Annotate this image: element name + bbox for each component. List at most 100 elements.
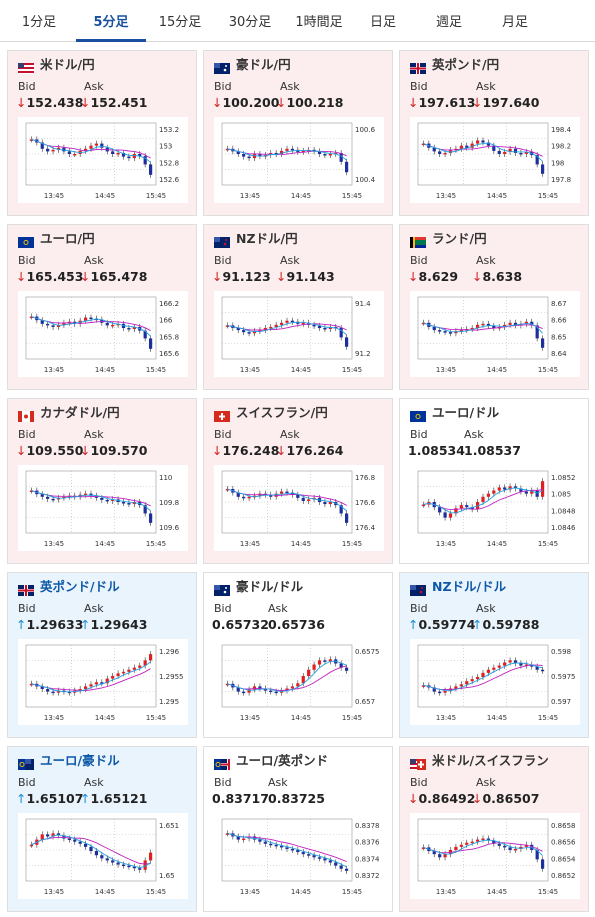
currency-pair-link[interactable]: ランド/円 — [432, 231, 487, 246]
ask-label: Ask — [476, 80, 496, 93]
y-tick-label: 198.4 — [551, 126, 572, 134]
mini-chart[interactable]: 0.8658 0.8656 0.8654 0.8652 13:45 14:45 15:45 — [410, 813, 580, 899]
x-tick-label: 15:45 — [342, 540, 362, 548]
tab-6[interactable]: 日足 — [369, 15, 396, 30]
rate-card[interactable]: ユーロ/豪ドル Bid Ask ↑1.65107 ↑1.65121 1.651 1.65 13… — [7, 746, 197, 912]
candle — [100, 855, 104, 859]
flag-icon — [410, 59, 426, 74]
candle — [317, 151, 322, 154]
mini-chart[interactable]: 8.67 8.66 8.65 8.64 13:45 14:45 15:45 — [410, 291, 580, 377]
rate-card[interactable]: 英ポンド/円 Bid Ask ↓197.613 ↓197.640 198.4 198.2 19… — [399, 50, 589, 216]
y-tick-label: 176.4 — [355, 524, 376, 532]
y-tick-label: 1.296 — [159, 648, 180, 656]
moving-average-long — [31, 316, 151, 332]
currency-pair-link[interactable]: 英ポンド/ドル — [40, 579, 120, 594]
currency-pair-link[interactable]: ユーロ/円 — [40, 231, 95, 246]
rate-card[interactable]: ユーロ/円 Bid Ask ↓165.453 ↓165.478 166.2 166 165.8… — [7, 224, 197, 390]
bid-label: Bid — [410, 254, 428, 267]
candle — [143, 660, 147, 666]
mini-chart[interactable]: 176.8 176.6 176.4 13:45 14:45 15:45 — [214, 465, 384, 551]
mini-chart[interactable]: 166.2 166 165.8 165.6 13:45 14:45 15:45 — [18, 291, 188, 377]
candle — [513, 848, 518, 851]
currency-pair-link[interactable]: カナダドル/円 — [40, 405, 120, 420]
rate-card[interactable]: ランド/円 Bid Ask ↓8.629 ↓8.638 8.67 8.66 8.65 8.64 1… — [399, 224, 589, 390]
rate-card[interactable]: NZドル/円 Bid Ask ↓91.123 ↓91.143 91.4 91.2 13:45 1… — [203, 224, 393, 390]
arrow-down-icon: ↓ — [472, 791, 483, 806]
tab-1[interactable]: 1分足 — [21, 15, 57, 30]
currency-pair-link[interactable]: 米ドル/円 — [40, 57, 95, 72]
candle — [443, 690, 447, 693]
candle — [285, 688, 289, 691]
rate-card[interactable]: 米ドル/円 Bid Ask ↓152.438 ↓152.451 153.2 153 152.8… — [7, 50, 197, 216]
moving-average-short — [227, 321, 347, 336]
candle — [438, 507, 442, 513]
tab-7[interactable]: 週足 — [435, 15, 462, 30]
rate-card[interactable]: 英ポンド/ドル Bid Ask ↑1.29633 ↑1.29643 1.296 1.2955… — [7, 572, 197, 738]
tab-8[interactable]: 月足 — [501, 15, 528, 30]
x-tick-label: 15:45 — [538, 888, 558, 896]
mini-chart[interactable]: 91.4 91.2 13:45 14:45 15:45 — [214, 291, 384, 377]
currency-pair-link[interactable]: ユーロ/ドル — [432, 405, 500, 420]
candle — [519, 663, 523, 666]
currency-pair-link[interactable]: NZドル/ドル — [432, 579, 507, 594]
candle — [438, 691, 442, 694]
x-tick-label: 14:45 — [487, 192, 507, 200]
candle — [105, 858, 109, 861]
tab-3[interactable]: 15分足 — [158, 15, 202, 30]
currency-pair-link[interactable]: 英ポンド/円 — [432, 57, 500, 72]
currency-pair-link[interactable]: 豪ドル/ドル — [236, 579, 304, 594]
currency-pair-link[interactable]: 米ドル/スイスフラン — [432, 753, 549, 768]
y-tick-label: 165.6 — [159, 350, 180, 358]
rate-card[interactable]: スイスフラン/円 Bid Ask ↓176.248 ↓176.264 176.8 176.6… — [203, 398, 393, 564]
currency-pair-link[interactable]: スイスフラン/円 — [236, 405, 328, 420]
candle — [290, 848, 295, 851]
moving-average-short — [227, 832, 347, 868]
candle — [486, 838, 491, 841]
y-tick-label: 197.8 — [551, 176, 571, 184]
candle — [344, 337, 349, 347]
currency-pair-link[interactable]: ユーロ/豪ドル — [40, 753, 120, 768]
rate-card[interactable]: 豪ドル/ドル Bid Ask 0.65732 0.65736 0.6575 0.657 13:… — [203, 572, 393, 738]
candle — [535, 850, 539, 860]
candle — [540, 859, 545, 869]
candle — [432, 147, 436, 152]
mini-chart[interactable]: 0.8378 0.8376 0.8374 0.8372 13:45 14:45 15:45 — [214, 813, 384, 899]
candle — [492, 145, 496, 151]
mini-chart[interactable]: 0.6575 0.657 13:45 14:45 15:45 — [214, 639, 384, 725]
ask-price: ↓152.451 — [80, 95, 147, 110]
mini-chart[interactable]: 198.4 198.2 198 197.8 13:45 14:45 15:45 — [410, 117, 580, 203]
mini-chart[interactable]: 153.2 153 152.8 152.6 13:45 14:45 15:45 — [18, 117, 188, 203]
rate-card[interactable]: ユーロ/英ポンド Bid Ask 0.83717 0.83725 0.8378 0.8376… — [203, 746, 393, 912]
tab-2[interactable]: 5分足 — [76, 0, 146, 42]
rate-card[interactable]: ユーロ/ドル Bid Ask 1.08534 1.08537 1.0852 1.085 1.0… — [399, 398, 589, 564]
moving-average-short — [423, 487, 543, 514]
rate-card[interactable]: NZドル/ドル Bid Ask ↑0.59774 ↑0.59788 0.598 0.5975… — [399, 572, 589, 738]
ask-label: Ask — [280, 254, 300, 267]
currency-pair-link[interactable]: 豪ドル/円 — [236, 57, 291, 72]
chart-svg: 1.0852 1.085 1.0848 1.0846 13:45 14:45 15:45 — [417, 470, 576, 548]
mini-chart[interactable]: 1.651 1.65 13:45 14:45 15:45 — [18, 813, 188, 899]
candle — [448, 513, 453, 518]
plot-area — [25, 470, 157, 534]
moving-average-long — [423, 842, 543, 854]
currency-pair-link[interactable]: NZドル/円 — [236, 231, 298, 246]
tab-5[interactable]: 1時間足 — [295, 15, 343, 30]
candle — [519, 152, 523, 155]
candle — [481, 323, 485, 326]
x-tick-label: 13:45 — [240, 540, 260, 548]
mini-chart[interactable]: 1.296 1.2955 1.295 13:45 14:45 15:45 — [18, 639, 188, 725]
mini-chart[interactable]: 1.0852 1.085 1.0848 1.0846 13:45 14:45 15:45 — [410, 465, 580, 551]
currency-pair-link[interactable]: ユーロ/英ポンド — [236, 753, 329, 768]
candle — [492, 840, 496, 844]
candle — [513, 486, 518, 489]
rate-card[interactable]: 米ドル/スイスフラン Bid Ask ↓0.86492 ↓0.86507 0.8658 0.… — [399, 746, 589, 912]
x-tick-label: 13:45 — [436, 888, 456, 896]
bid-price: ↓0.86492 — [408, 791, 475, 806]
rate-card[interactable]: カナダドル/円 Bid Ask ↓109.550 ↓109.570 110 109.8 109… — [7, 398, 197, 564]
tab-4[interactable]: 30分足 — [228, 15, 272, 30]
mini-chart[interactable]: 0.598 0.5975 0.597 13:45 14:45 15:45 — [410, 639, 580, 725]
mini-chart[interactable]: 100.6 100.4 13:45 14:45 15:45 — [214, 117, 384, 203]
mini-chart[interactable]: 110 109.8 109.6 13:45 14:45 15:45 — [18, 465, 188, 551]
ask-label: Ask — [84, 254, 104, 267]
rate-card[interactable]: 豪ドル/円 Bid Ask ↓100.200 ↓100.218 100.6 100.4 13:… — [203, 50, 393, 216]
